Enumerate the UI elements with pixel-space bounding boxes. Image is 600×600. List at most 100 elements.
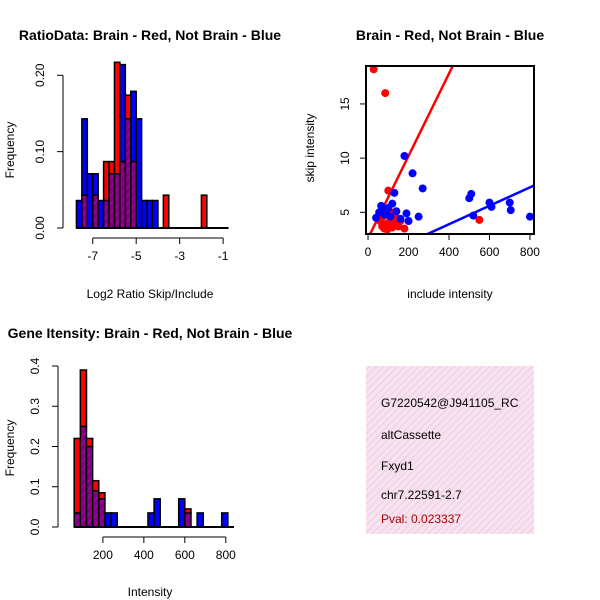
intensity-histogram: Gene Itensity: Brain - Red, Not Brain - … (3, 325, 293, 599)
intensity-histogram-overlap-bar (85, 445, 94, 528)
intensity-histogram-overlap-bar (98, 498, 106, 528)
intensity-histogram-axes: 200 400 600 800 0.0 0.1 0.2 0.3 0.4 (28, 357, 236, 562)
scatter-point-not-brain (525, 212, 534, 221)
ratio-histogram-overlap-bar (113, 173, 121, 229)
scatter-y-tick-label: 15 (338, 97, 352, 111)
intensity-scatter: Brain - Red, Not Brain - Blue include in… (303, 27, 544, 301)
ratio-histogram-blue-bar (119, 63, 127, 163)
scatter-point-not-brain (414, 212, 423, 221)
scatter-title: Brain - Red, Not Brain - Blue (356, 27, 544, 43)
fit-line-brain (368, 66, 455, 234)
ratio-histogram-x-tick-label: -3 (174, 249, 185, 263)
intensity-histogram-y-tick-label: 0.0 (28, 518, 42, 535)
p-value: Pval: 0.023337 (381, 512, 461, 526)
intensity-histogram-overlap-bar (73, 512, 82, 528)
intensity-histogram-y-tick-label: 0.2 (28, 438, 42, 455)
ratio-histogram-y-tick-label: 0.00 (33, 216, 47, 240)
intensity-histogram-red-bar (98, 492, 106, 500)
ratio-histogram-blue-bar (75, 199, 83, 229)
intensity-histogram-bars (73, 369, 229, 528)
scatter-point-not-brain (408, 169, 417, 178)
genomic-location: chr7.22591-2.7 (381, 488, 462, 502)
scatter-y-tick-label: 5 (338, 209, 352, 216)
scatter-point-not-brain (386, 212, 395, 221)
scatter-point-not-brain (404, 216, 413, 225)
probe-id: G7220542@J941105_RC (381, 396, 519, 410)
intensity-histogram-x-tick-label: 800 (216, 548, 236, 562)
ratio-histogram-red-bar (200, 194, 208, 229)
intensity-histogram-y-tick-label: 0.1 (28, 478, 42, 495)
ratio-histogram-overlap-bar (124, 118, 132, 229)
ratio-histogram-overlap-bar (130, 160, 137, 229)
ratio-histogram-bars (75, 61, 208, 229)
ratio-histogram-blue-bar (146, 199, 154, 229)
ratio-histogram: RatioData: Brain - Red, Not Brain - Blue… (3, 27, 281, 301)
scatter-ylabel: skip intensity (303, 114, 317, 183)
scatter-point-not-brain (392, 207, 401, 216)
intensity-histogram-x-tick-label: 200 (93, 548, 113, 562)
intensity-histogram-overlap-bar (184, 512, 192, 528)
scatter-point-brain (381, 89, 390, 98)
scatter-point-not-brain (388, 199, 397, 208)
ratio-histogram-red-bar (113, 61, 121, 175)
scatter-x-tick-label: 800 (520, 245, 540, 259)
scatter-x-tick-label: 600 (479, 245, 499, 259)
scatter-point-not-brain (390, 188, 399, 197)
intensity-histogram-blue-bar (220, 512, 229, 528)
scatter-point-not-brain (418, 184, 427, 193)
scatter-point-not-brain (402, 209, 411, 218)
scatter-point-brain (369, 66, 378, 74)
scatter-y-tick-label: 10 (338, 151, 352, 165)
intensity-histogram-y-tick-label: 0.3 (28, 398, 42, 415)
intensity-histogram-red-bar (73, 437, 82, 514)
ratio-histogram-title: RatioData: Brain - Red, Not Brain - Blue (19, 27, 281, 43)
intensity-histogram-blue-bar (110, 512, 118, 528)
intensity-histogram-overlap-bar (91, 490, 100, 528)
intensity-histogram-overlap-bar (79, 425, 88, 528)
scatter-frame (365, 65, 535, 235)
ratio-histogram-red-bar (162, 194, 170, 229)
scatter-point-not-brain (400, 151, 409, 160)
scatter-point-not-brain (505, 198, 514, 207)
intensity-histogram-title: Gene Itensity: Brain - Red, Not Brain - … (8, 325, 293, 341)
intensity-histogram-blue-bar (196, 512, 205, 528)
ratio-histogram-axes: -7 -5 -3 -1 0.00 0.10 0.20 (33, 63, 229, 263)
intensity-histogram-red-bar (79, 369, 88, 428)
ratio-histogram-y-tick-label: 0.10 (33, 140, 47, 164)
intensity-histogram-ylabel: Frequency (3, 420, 17, 477)
info-panel: G7220542@J941105_RC altCassette Fxyd1 ch… (366, 366, 534, 534)
ratio-histogram-overlap-bar (108, 173, 116, 229)
scatter-x-tick-label: 0 (365, 245, 372, 259)
ratio-histogram-blue-bar (135, 118, 143, 229)
ratio-histogram-overlap-bar (91, 194, 99, 229)
ratio-histogram-xlabel: Log2 Ratio Skip/Include (87, 287, 214, 301)
intensity-histogram-xlabel: Intensity (128, 585, 173, 599)
ratio-histogram-blue-bar (86, 173, 94, 229)
scatter-point-not-brain (396, 214, 405, 223)
ratio-histogram-blue-bar (140, 199, 148, 229)
ratio-histogram-blue-bar (91, 173, 99, 196)
intensity-histogram-blue-bar (153, 498, 161, 528)
ratio-histogram-x-tick-label: -7 (87, 249, 98, 263)
scatter-marks (368, 66, 534, 234)
scatter-x-tick-label: 200 (398, 245, 418, 259)
scatter-plot-area: 0 200 400 600 800 5 10 15 (338, 65, 540, 259)
ratio-histogram-x-tick-label: -5 (131, 249, 142, 263)
ratio-histogram-red-bar (124, 94, 132, 120)
intensity-histogram-x-tick-label: 600 (175, 548, 195, 562)
ratio-histogram-ylabel: Frequency (3, 122, 17, 179)
ratio-histogram-blue-bar (81, 118, 89, 196)
info-panel-background (366, 366, 534, 534)
intensity-histogram-x-tick-label: 400 (134, 548, 154, 562)
intensity-histogram-blue-bar (147, 512, 155, 528)
scatter-point-brain (400, 224, 409, 233)
ratio-histogram-overlap-bar (102, 199, 110, 229)
intensity-histogram-red-bar (91, 479, 100, 492)
ratio-histogram-overlap-bar (81, 194, 89, 229)
ratio-histogram-blue-bar (130, 90, 137, 163)
fit-line-not-brain (424, 184, 534, 234)
gene-name: Fxyd1 (381, 459, 414, 473)
scatter-point-brain (475, 215, 484, 224)
event-type: altCassette (381, 428, 441, 442)
